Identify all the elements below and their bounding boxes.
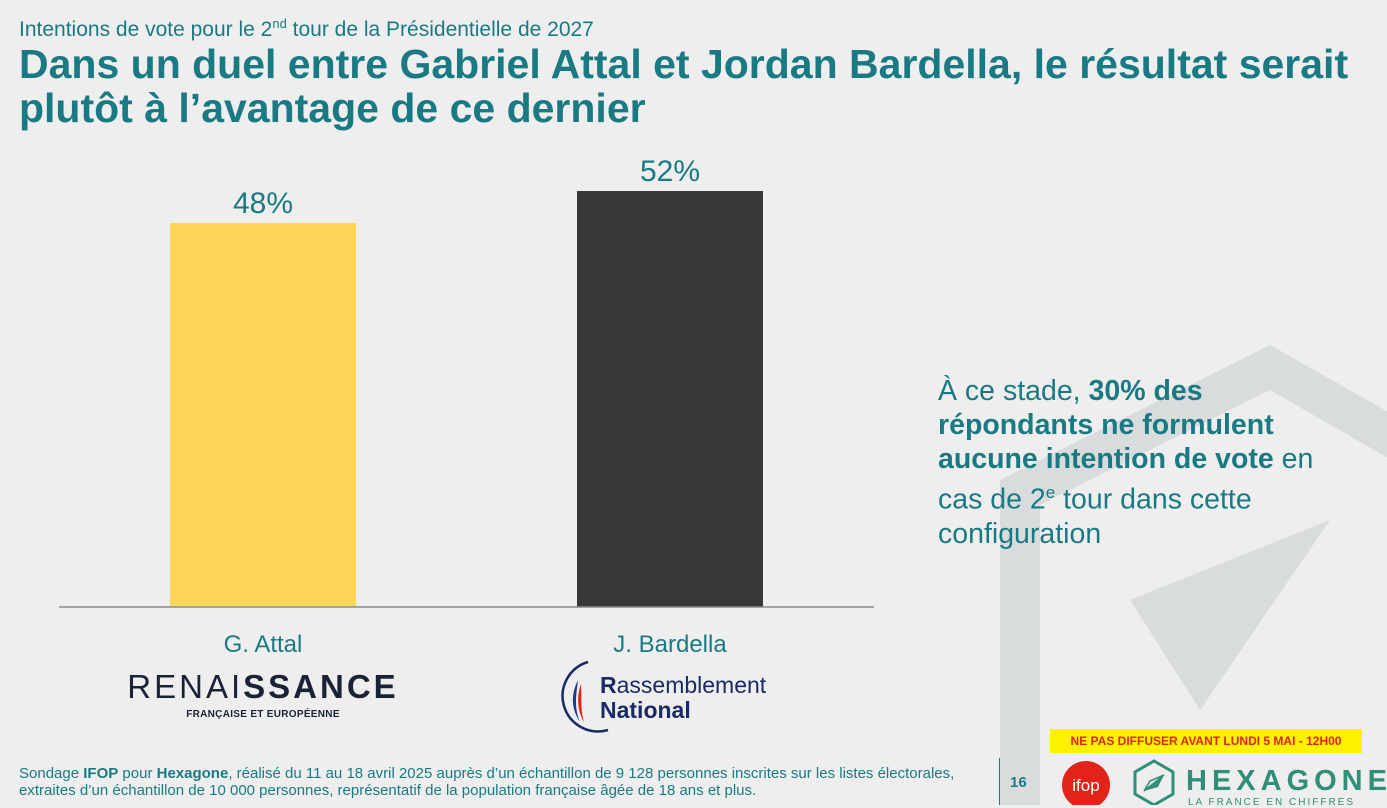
page-title: Dans un duel entre Gabriel Attal et Jord… bbox=[19, 41, 1349, 131]
ifop-logo-text: ifop bbox=[1072, 776, 1099, 795]
page-number: 16 bbox=[1010, 774, 1027, 791]
ifop-logo: ifop bbox=[1062, 761, 1110, 805]
category-label-attal: G. Attal bbox=[223, 631, 303, 658]
hexagone-tagline: LA FRANCE EN CHIFFRES bbox=[1188, 797, 1356, 808]
category-label-bardella: J. Bardella bbox=[613, 631, 727, 658]
chart-subtitle: Intentions de vote pour le 2nd tour de l… bbox=[19, 16, 594, 41]
footer-divider bbox=[999, 758, 1000, 805]
renaissance-logo: RENAISSANCE bbox=[127, 668, 399, 705]
bar-value-label-1: 52% bbox=[640, 155, 700, 188]
hexagone-name: HEXAGONE bbox=[1186, 765, 1387, 797]
bar-value-label-0: 48% bbox=[233, 187, 293, 220]
embargo-banner: NE PAS DIFFUSER AVANT LUNDI 5 MAI - 12H0… bbox=[1050, 729, 1362, 753]
methodology-note: Sondage IFOP pour Hexagone, réalisé du 1… bbox=[19, 765, 955, 799]
renaissance-logo-subtitle: FRANÇAISE ET EUROPÉENNE bbox=[186, 709, 340, 720]
rassemblement-national-logo: Rassemblement National bbox=[600, 672, 767, 723]
side-note: À ce stade, 30% des répondants ne formul… bbox=[938, 375, 1314, 550]
bar-0 bbox=[170, 223, 356, 607]
rassemblement-national-flame-icon bbox=[561, 660, 609, 733]
hexagone-compass-icon bbox=[1133, 759, 1175, 805]
bar-1 bbox=[577, 191, 763, 607]
side-note-highlight: 30% des répondants ne formulent aucune i… bbox=[938, 375, 1274, 475]
